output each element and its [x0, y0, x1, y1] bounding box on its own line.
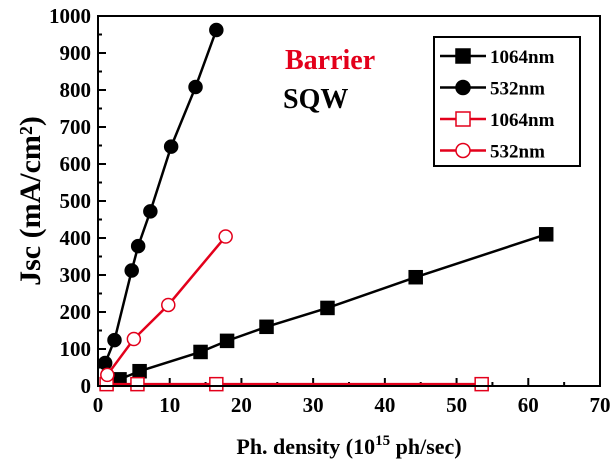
x-tick-label: 10 [159, 393, 180, 417]
data-point [130, 238, 146, 254]
x-axis-title: Ph. density (1015 ph/sec) [236, 433, 461, 459]
x-axis-title-main: Ph. density (10 [236, 434, 375, 459]
y-tick-label: 1000 [49, 4, 91, 28]
data-point [259, 319, 274, 335]
annotation-sqw: SQW [283, 84, 348, 115]
data-point [163, 139, 179, 154]
legend-entries: 1064nm 532nm 1064nm 532nm [440, 47, 555, 163]
y-tick-label: 500 [60, 189, 92, 213]
data-point [126, 331, 142, 347]
y-tick-label: 700 [60, 115, 92, 139]
annotation-barrier: Barrier [285, 45, 375, 76]
data-point [188, 79, 203, 95]
plot-frame [97, 15, 601, 387]
y-tick-label: 600 [60, 152, 92, 176]
data-point [143, 204, 158, 219]
data-point [124, 263, 139, 278]
legend-marker [455, 111, 471, 127]
y-tick-label: 100 [60, 337, 92, 361]
legend-marker [455, 79, 471, 96]
x-tick-label: 30 [303, 393, 324, 417]
series-sqw-1064nm [112, 227, 554, 387]
data-point [193, 344, 208, 360]
data-point [474, 376, 489, 392]
legend-label: 1064nm [490, 110, 555, 131]
x-tick-label: 0 [93, 393, 104, 417]
series-line [106, 235, 227, 376]
y-tick-label: 400 [60, 226, 92, 250]
series-line [104, 29, 218, 364]
series-barrier-532nm [100, 229, 233, 383]
x-tick-label: 70 [590, 393, 611, 417]
series-layer [97, 22, 554, 392]
ticks: 0 10 20 30 40 50 60 700100200300400500600700800… [49, 4, 611, 417]
y-tick-label: 300 [60, 263, 92, 287]
data-point [408, 269, 423, 285]
data-point [538, 227, 554, 242]
data-point [218, 229, 233, 244]
legend-label: 532nm [490, 79, 545, 100]
data-point [130, 376, 145, 392]
data-point [132, 363, 147, 379]
series-sqw-532nm [97, 22, 224, 371]
y-axis-title: Jsc (mA/cm²) [14, 116, 47, 286]
x-tick-label: 60 [518, 393, 539, 417]
x-tick-label: 50 [446, 393, 467, 417]
legend: 1064nm 532nm 1064nm 532nm [433, 36, 581, 167]
series-line [119, 233, 547, 381]
data-point [209, 376, 224, 392]
legend-label: 532nm [490, 142, 545, 163]
y-tick-label: 800 [60, 78, 92, 102]
legend-marker [455, 48, 471, 64]
legend-marker [455, 142, 471, 159]
y-tick-label: 900 [60, 41, 92, 65]
x-tick-label: 40 [374, 393, 395, 417]
data-point [100, 367, 115, 383]
data-point [209, 22, 224, 38]
data-point [161, 297, 176, 313]
data-point [219, 333, 235, 349]
y-tick-label: 200 [60, 300, 92, 324]
y-tick-label: 0 [81, 374, 92, 398]
data-point [320, 300, 335, 316]
data-point [97, 355, 113, 371]
legend-label: 1064nm [490, 47, 555, 68]
x-axis-title-tail: ph/sec) [390, 434, 462, 459]
data-point [107, 332, 122, 348]
x-tick-label: 20 [231, 393, 252, 417]
x-axis-title-sup: 15 [375, 433, 390, 449]
series-barrier-1064nm [99, 376, 489, 392]
